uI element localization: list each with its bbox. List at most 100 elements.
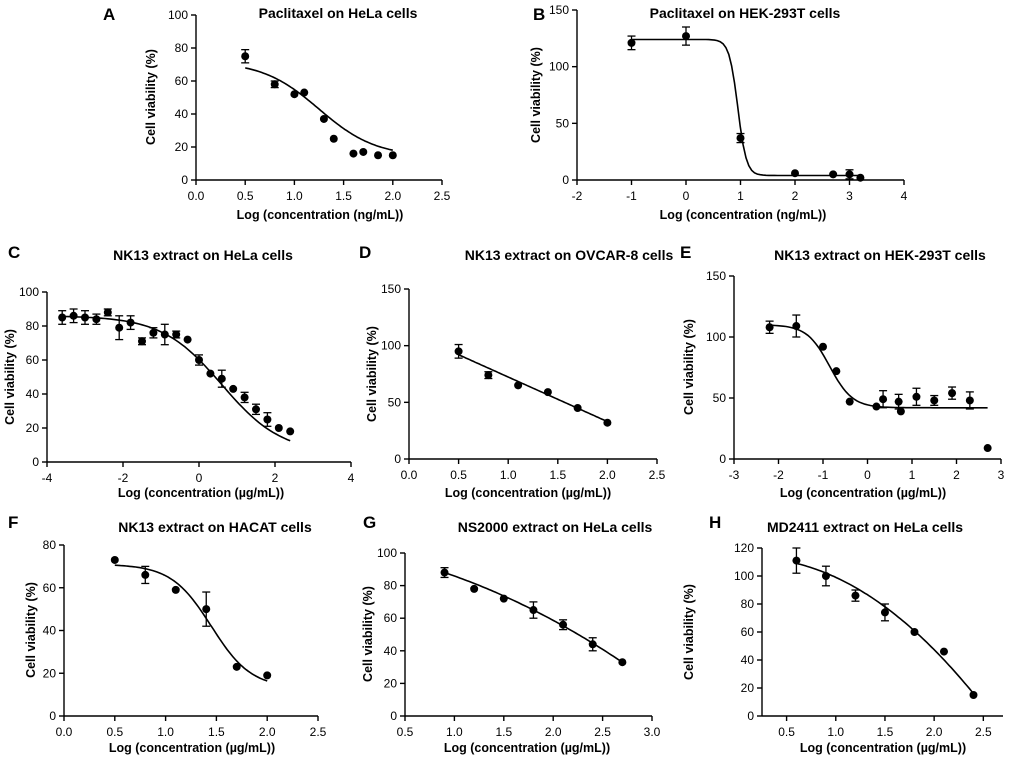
panel-e-data-point: [845, 397, 854, 406]
panel-e-x-tick-label: -3: [729, 468, 740, 482]
panel-e-data-point: [832, 367, 841, 376]
panel-c-letter: C: [8, 243, 20, 262]
panel-g-data-point: [499, 594, 508, 603]
panel-c-data-point: [172, 330, 181, 339]
panel-g-y-tick-label: 100: [377, 546, 397, 560]
panel-h-y-tick-label: 80: [741, 597, 755, 611]
panel-d-y-tick-label: 100: [381, 339, 401, 353]
panel-a-fit-curve: [245, 67, 393, 151]
panel-a-data-point: [329, 134, 338, 143]
panel-c-data-point: [103, 308, 112, 317]
panel-c-data-point: [229, 384, 238, 393]
panel-d-title: NK13 extract on OVCAR-8 cells: [465, 247, 674, 263]
panel-a-y-tick-label: 60: [175, 74, 189, 88]
panel-f-data-point: [141, 570, 150, 579]
panel-e-x-tick-label: -1: [818, 468, 829, 482]
panel-d-data-point: [603, 418, 612, 427]
panel-g-data-point: [559, 620, 568, 629]
panel-d-x-tick-label: 0.5: [450, 468, 467, 482]
panel-e-data-point: [872, 402, 881, 411]
panel-d-data-point: [454, 347, 463, 356]
panel-f-y-tick-label: 20: [43, 666, 57, 680]
panel-c-data-point: [92, 315, 101, 324]
panel-g-x-tick-label: 2.5: [594, 725, 611, 739]
panel-f-y-tick-label: 60: [43, 581, 57, 595]
panel-c-data-point: [69, 311, 78, 320]
panel-a-y-tick-label: 20: [175, 140, 189, 154]
panel-e-x-tick-label: 0: [864, 468, 871, 482]
panel-e-data-point: [792, 322, 801, 331]
panel-h-y-tick-label: 100: [734, 569, 754, 583]
panel-h-data-point: [910, 628, 919, 636]
panel-c-title: NK13 extract on HeLa cells: [113, 247, 293, 263]
panel-a-data-point: [270, 80, 279, 89]
panel-c-data-point: [58, 313, 67, 322]
panel-b-y-tick-label: 0: [562, 173, 569, 187]
panel-h-x-label: Log (concentration (µg/mL)): [800, 741, 966, 755]
panel-c-data-point: [183, 335, 192, 344]
panel-c-y-tick-label: 100: [19, 285, 39, 299]
panel-c-x-tick-label: -4: [42, 471, 53, 485]
panel-h-y-tick-label: 120: [734, 541, 754, 555]
panel-g-data-point: [470, 584, 479, 593]
panel-g-y-tick-label: 60: [384, 611, 398, 625]
panel-b-x-tick-label: 3: [846, 189, 853, 203]
panel-d-x-tick-label: 0.0: [401, 468, 418, 482]
panel-h-data-point: [821, 572, 830, 580]
panel-h-data-point: [939, 647, 948, 656]
panel-g-x-label: Log (concentration (µg/mL)): [444, 741, 610, 755]
panel-c-x-tick-label: 0: [196, 471, 203, 485]
panel-d-x-label: Log (concentration (µg/mL)): [445, 486, 611, 500]
panel-a-x-tick-label: 0.5: [237, 189, 254, 203]
panel-f-y-tick-label: 0: [49, 709, 56, 723]
panel-g-data-point: [588, 640, 597, 649]
panel-b-data-point: [736, 134, 745, 143]
panel-c-data-point: [81, 313, 89, 322]
panel-c-y-tick-label: 20: [26, 421, 40, 435]
panel-e-data-point: [894, 397, 903, 406]
panel-f-data-point: [110, 555, 119, 564]
panel-a-data-point: [300, 88, 309, 97]
panel-e-letter: E: [680, 243, 691, 262]
panel-c-y-tick-label: 40: [26, 387, 40, 401]
panel-a-data-point: [241, 52, 250, 61]
panel-b-data-point: [829, 170, 838, 179]
panel-e-y-label: Cell viability (%): [682, 319, 696, 415]
panel-h-data-point: [969, 691, 978, 699]
panel-f-title: NK13 extract on HACAT cells: [118, 519, 312, 535]
panel-b-title: Paclitaxel on HEK-293T cells: [650, 5, 841, 21]
panel-e-x-label: Log (concentration (µg/mL)): [780, 486, 946, 500]
panel-b-data-point: [856, 173, 865, 182]
panel-h-y-tick-label: 60: [741, 625, 755, 639]
panel-c-y-tick-label: 60: [26, 353, 40, 367]
panel-b-y-tick-label: 50: [556, 116, 570, 130]
panel-a-y-label: Cell viability (%): [144, 49, 158, 145]
panel-h-data-point: [880, 608, 889, 617]
panel-f-x-tick-label: 1.5: [208, 725, 225, 739]
panel-d-letter: D: [359, 243, 371, 262]
panel-f-fit-curve: [114, 564, 268, 682]
panel-e-y-tick-label: 150: [706, 269, 726, 283]
panel-b-y-tick-label: 150: [549, 3, 569, 17]
panel-c-data-point: [195, 356, 203, 364]
panel-e-data-point: [930, 396, 939, 405]
panel-e-data-point: [819, 342, 827, 351]
panel-c-data-point: [286, 427, 295, 436]
panel-h-x-tick-label: 0.5: [778, 725, 795, 739]
panel-c-y-tick-label: 0: [32, 455, 39, 469]
panel-c-data-point: [217, 374, 226, 383]
panel-b-data-point: [627, 38, 636, 47]
panel-b-x-tick-label: -2: [572, 189, 583, 203]
panel-b-fit-curve: [631, 38, 861, 177]
panel-h-x-tick-label: 1.0: [827, 725, 844, 739]
panel-e-data-point: [879, 395, 888, 404]
panel-d-fit-curve: [458, 353, 608, 423]
panel-h-letter: H: [709, 513, 721, 532]
panel-g-y-tick-label: 20: [384, 676, 398, 690]
panel-g-x-tick-label: 3.0: [644, 725, 661, 739]
panel-a-y-tick-label: 80: [175, 41, 189, 55]
panel-a-x-tick-label: 2.5: [434, 189, 451, 203]
panel-g-data-point: [529, 606, 538, 615]
panel-b-x-tick-label: -1: [626, 189, 637, 203]
